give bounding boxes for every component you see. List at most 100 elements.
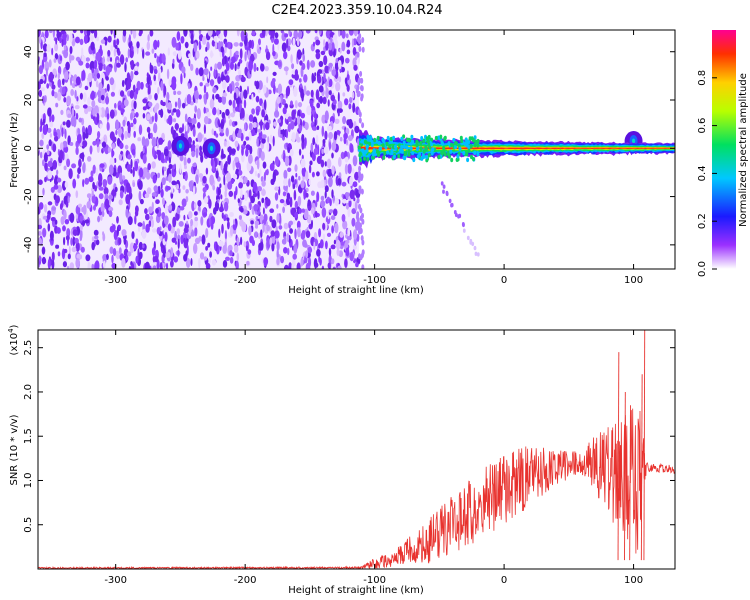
noise-speckle xyxy=(230,112,235,118)
noise-speckle xyxy=(78,158,82,168)
noise-speckle xyxy=(172,58,175,65)
noise-speckle xyxy=(254,170,258,177)
noise-speckle xyxy=(157,39,160,48)
noise-speckle xyxy=(95,239,100,246)
noise-speckle xyxy=(276,241,280,251)
noise-speckle xyxy=(259,168,262,177)
noise-speckle xyxy=(195,99,198,104)
noise-speckle xyxy=(203,212,208,217)
noise-speckle xyxy=(127,124,131,134)
noise-speckle xyxy=(142,220,146,232)
noise-speckle xyxy=(220,194,223,200)
noise-speckle xyxy=(78,60,84,66)
noise-speckle xyxy=(197,122,201,129)
noise-speckle xyxy=(300,257,304,267)
noise-speckle xyxy=(251,30,256,36)
noise-speckle xyxy=(142,106,147,111)
noise-speckle xyxy=(342,92,346,97)
band-speckle xyxy=(470,154,473,160)
noise-speckle xyxy=(137,180,143,190)
noise-speckle xyxy=(218,228,221,238)
noise-speckle xyxy=(208,218,212,226)
noise-speckle xyxy=(346,74,350,81)
noise-speckle xyxy=(262,161,267,169)
noise-speckle xyxy=(181,198,187,207)
noise-speckle xyxy=(194,216,198,222)
noise-speckle xyxy=(214,200,220,212)
noise-speckle xyxy=(57,251,61,257)
noise-speckle xyxy=(53,58,57,63)
noise-speckle xyxy=(294,164,298,172)
noise-speckle xyxy=(247,50,250,60)
band-speckle xyxy=(378,146,382,152)
noise-speckle xyxy=(125,208,129,218)
noise-speckle xyxy=(255,109,260,116)
noise-speckle xyxy=(62,140,68,148)
noise-speckle xyxy=(71,37,76,47)
noise-speckle xyxy=(116,62,121,68)
noise-speckle xyxy=(89,60,95,71)
noise-speckle xyxy=(46,44,51,53)
noise-speckle xyxy=(312,126,317,131)
snr-multiplier-label: (x104) xyxy=(7,324,20,355)
noise-speckle xyxy=(258,148,262,159)
noise-speckle xyxy=(338,76,342,83)
noise-speckle xyxy=(59,55,63,61)
y-tick-label: -40 xyxy=(23,237,34,253)
noise-speckle xyxy=(331,189,334,199)
noise-speckle xyxy=(290,175,295,183)
band-speckle xyxy=(359,157,363,163)
colorbar-gradient xyxy=(712,30,736,269)
branch-speckle xyxy=(450,202,454,208)
noise-speckle xyxy=(324,221,328,231)
noise-speckle xyxy=(132,84,136,93)
noise-speckle xyxy=(128,266,132,269)
noise-speckle xyxy=(134,209,139,217)
noise-speckle xyxy=(276,213,280,223)
snr-x-axis-label: Height of straight line (km) xyxy=(288,585,424,596)
noise-speckle xyxy=(290,54,293,64)
noise-speckle xyxy=(141,229,147,239)
noise-speckle xyxy=(354,171,360,181)
noise-speckle xyxy=(324,130,328,140)
noise-speckle xyxy=(172,118,177,123)
noise-speckle xyxy=(237,62,241,67)
noise-speckle xyxy=(305,30,311,34)
noise-speckle xyxy=(225,127,229,137)
noise-speckle xyxy=(327,125,332,131)
branch-speckle xyxy=(474,251,478,256)
branch-speckle xyxy=(457,214,460,219)
noise-speckle xyxy=(276,96,281,104)
noise-speckle xyxy=(61,39,64,47)
spectrogram-frame xyxy=(37,29,676,270)
noise-speckle xyxy=(297,102,303,108)
noise-speckle xyxy=(276,248,279,260)
noise-speckle xyxy=(183,71,186,79)
band-speckle xyxy=(431,147,435,152)
noise-speckle xyxy=(242,209,248,215)
noise-speckle xyxy=(295,172,298,178)
noise-speckle xyxy=(229,256,234,264)
noise-speckle xyxy=(133,44,137,55)
noise-speckle xyxy=(225,75,230,83)
noise-speckle xyxy=(200,154,204,163)
noise-speckle xyxy=(287,247,290,256)
noise-speckle xyxy=(276,257,280,266)
noise-speckle xyxy=(92,140,97,146)
noise-speckle xyxy=(167,223,172,232)
noise-speckle xyxy=(66,95,72,107)
band-speckle xyxy=(420,156,424,161)
noise-speckle xyxy=(233,42,239,47)
noise-speckle xyxy=(46,150,50,156)
noise-speckle xyxy=(291,109,296,120)
noise-speckle xyxy=(211,259,217,266)
noise-speckle xyxy=(108,194,114,200)
noise-speckle xyxy=(177,249,180,257)
noise-speckle xyxy=(344,156,349,163)
noise-speckle xyxy=(82,204,87,215)
noise-speckle xyxy=(92,164,96,174)
noise-speckle xyxy=(296,220,301,230)
noise-speckle xyxy=(64,128,67,139)
noise-speckle xyxy=(179,163,182,174)
noise-speckle xyxy=(323,39,326,47)
